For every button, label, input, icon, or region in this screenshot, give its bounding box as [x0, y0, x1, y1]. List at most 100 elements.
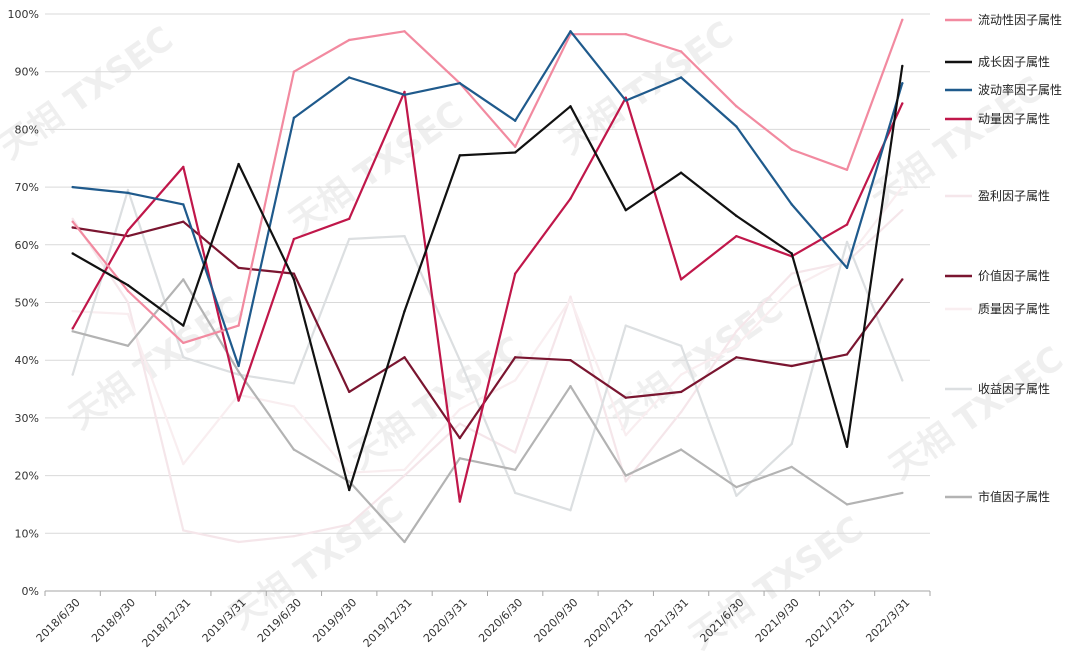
data-point — [348, 390, 351, 394]
data-point — [403, 93, 406, 96]
data-point — [735, 356, 738, 359]
legend-label: 价值因子属性 — [978, 268, 1050, 283]
data-point — [71, 226, 74, 229]
data-point — [348, 38, 351, 42]
data-point — [569, 359, 572, 362]
data-point — [735, 214, 738, 218]
legend-label: 波动率因子属性 — [978, 82, 1062, 97]
data-point — [403, 356, 406, 359]
data-point — [237, 266, 240, 270]
legend-item: 盈利因子属性 — [945, 189, 1050, 203]
data-point — [845, 240, 849, 244]
data-point — [735, 105, 738, 108]
data-point — [458, 82, 462, 85]
data-point — [237, 399, 240, 402]
data-point — [679, 76, 683, 79]
data-point — [513, 356, 517, 359]
data-point — [182, 165, 185, 169]
data-point — [790, 203, 793, 206]
data-point — [458, 408, 462, 411]
data-point — [513, 272, 517, 275]
legend-label: 质量因子属性 — [978, 302, 1050, 316]
data-point — [292, 448, 296, 451]
watermark-text: 天相 TXSEC — [282, 94, 470, 243]
data-point — [679, 278, 683, 281]
x-tick-label: 2018/9/30 — [89, 596, 138, 645]
x-tick-label: 2020/3/31 — [421, 596, 470, 645]
data-point — [901, 208, 904, 212]
data-point — [845, 258, 849, 261]
y-tick-label: 90% — [15, 66, 39, 79]
data-point — [790, 272, 793, 275]
data-point — [624, 324, 627, 327]
data-point — [513, 379, 517, 382]
data-point — [348, 523, 351, 526]
data-point — [292, 278, 296, 281]
y-tick-label: 10% — [15, 527, 39, 540]
data-point — [513, 119, 517, 122]
data-point — [679, 373, 683, 376]
data-point — [348, 480, 351, 483]
y-tick-label: 80% — [15, 123, 39, 136]
data-point — [901, 82, 904, 85]
data-point — [679, 344, 683, 347]
legend-item: 动量因子属性 — [945, 112, 1050, 126]
data-point — [403, 30, 406, 33]
series-line-4 — [71, 209, 904, 544]
y-tick-label: 30% — [15, 412, 39, 425]
series-line-8 — [72, 278, 903, 544]
data-point — [569, 295, 572, 298]
data-point — [182, 462, 185, 466]
data-point — [237, 162, 240, 166]
data-point — [237, 540, 240, 544]
data-point — [292, 70, 296, 73]
x-tick-label: 2018/6/30 — [34, 596, 83, 645]
data-point — [182, 529, 185, 532]
x-tick-label: 2021/12/31 — [803, 596, 857, 650]
series-line-7 — [71, 188, 904, 512]
legend-label: 盈利因子属性 — [978, 189, 1050, 203]
data-point — [403, 468, 406, 472]
data-point — [71, 373, 74, 376]
data-point — [126, 191, 130, 195]
series-layer — [71, 18, 904, 544]
data-point — [790, 465, 793, 469]
watermark-text: 天相 TXSEC — [882, 339, 1070, 488]
legend-label: 成长因子属性 — [978, 55, 1050, 69]
data-point — [458, 422, 462, 425]
data-point — [569, 384, 572, 388]
x-tick-label: 2019/12/31 — [361, 596, 415, 650]
legend-item: 市值因子属性 — [945, 489, 1050, 504]
data-point — [790, 442, 793, 446]
data-point — [845, 503, 849, 506]
data-point — [845, 266, 849, 270]
data-point — [182, 341, 185, 345]
data-point — [901, 18, 904, 21]
data-point — [292, 382, 296, 385]
data-point — [845, 353, 849, 356]
data-point — [901, 278, 904, 281]
data-point — [126, 229, 130, 232]
data-point — [624, 474, 627, 477]
data-point — [735, 485, 738, 489]
y-tick-label: 60% — [15, 239, 39, 252]
data-point — [624, 396, 627, 399]
data-point — [901, 102, 904, 105]
data-point — [845, 168, 849, 171]
data-point — [679, 390, 683, 394]
data-point — [292, 534, 296, 538]
data-point — [901, 379, 904, 382]
data-point — [513, 468, 517, 472]
data-point — [348, 237, 351, 241]
data-point — [71, 309, 74, 313]
data-point — [71, 220, 74, 223]
y-tick-label: 20% — [15, 470, 39, 483]
legend-label: 动量因子属性 — [978, 112, 1050, 126]
legend-item: 波动率因子属性 — [945, 82, 1062, 97]
data-point — [126, 344, 130, 347]
data-point — [569, 30, 572, 33]
data-point — [71, 330, 74, 333]
data-point — [458, 457, 462, 460]
data-point — [403, 234, 406, 238]
data-point — [126, 289, 130, 293]
